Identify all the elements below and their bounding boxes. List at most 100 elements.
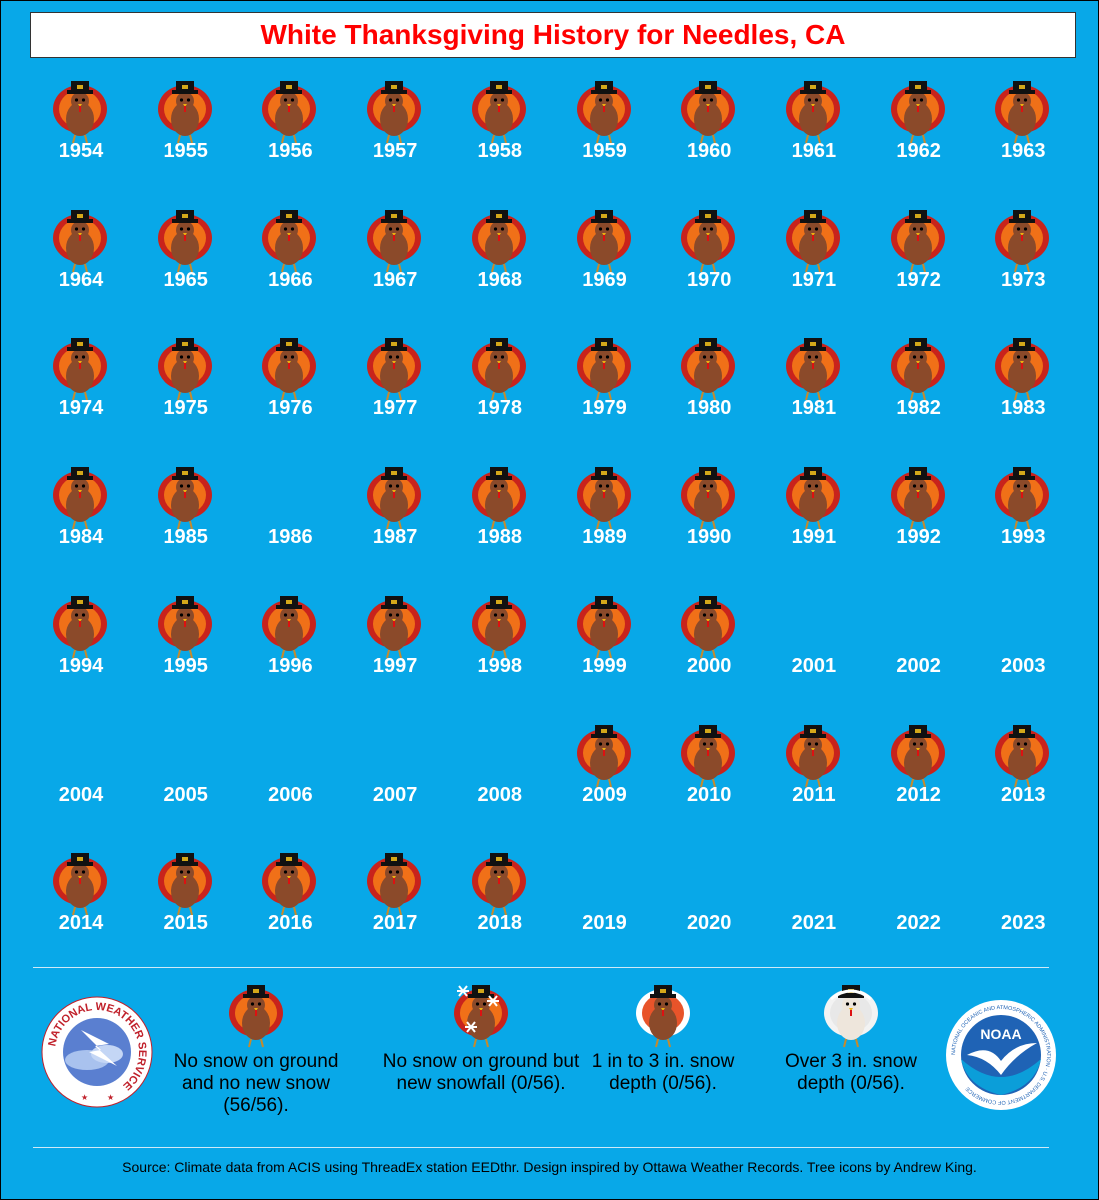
year-label: 1986 xyxy=(268,526,313,549)
legend-label: No snow on ground but new snowfall (0/56… xyxy=(382,1051,580,1094)
year-cell: 2007 xyxy=(340,719,450,839)
year-cell: 2000 xyxy=(654,590,764,710)
year-label: 1976 xyxy=(268,397,313,420)
year-cell: 1963 xyxy=(968,75,1078,195)
year-cell: 1993 xyxy=(968,461,1078,581)
year-cell: 1983 xyxy=(968,332,1078,452)
year-cell: 1994 xyxy=(26,590,136,710)
turkey-icon xyxy=(680,204,736,274)
year-label: 1959 xyxy=(582,140,627,162)
year-cell: 2015 xyxy=(131,847,241,967)
turkey-icon xyxy=(52,590,108,660)
year-cell: 1982 xyxy=(864,332,974,452)
year-cell: 2004 xyxy=(26,719,136,839)
turkey-icon xyxy=(890,719,946,789)
year-label: 1984 xyxy=(58,526,104,549)
year-label: 1987 xyxy=(372,526,418,549)
year-label: 1957 xyxy=(372,140,418,162)
year-label: 1960 xyxy=(686,140,732,162)
turkey-icon xyxy=(157,847,213,917)
legend-label: Over 3 in. snow depth (0/56). xyxy=(785,1051,917,1094)
year-label: 2014 xyxy=(58,912,104,935)
year-cell: 1985 xyxy=(131,461,241,581)
year-cell: 2010 xyxy=(654,719,764,839)
year-label: 1958 xyxy=(477,140,523,162)
turkey-icon xyxy=(471,590,527,660)
year-label: 2006 xyxy=(268,783,313,806)
year-cell: 1966 xyxy=(235,204,345,324)
year-label: 1977 xyxy=(372,397,418,420)
turkey-icon xyxy=(261,847,317,917)
turkey-icon xyxy=(471,847,527,917)
year-label: 2009 xyxy=(582,783,627,806)
year-cell: 1986 xyxy=(235,461,345,581)
year-label: 1993 xyxy=(1001,526,1046,549)
year-cell: 2005 xyxy=(131,719,241,839)
year-label: 1981 xyxy=(791,397,837,420)
turkey-icon xyxy=(366,847,422,917)
turkey-icon xyxy=(52,847,108,917)
year-label: 2000 xyxy=(686,654,732,677)
year-label: 2018 xyxy=(477,912,523,935)
year-label: 1994 xyxy=(58,654,104,677)
year-label: 1971 xyxy=(791,268,837,291)
year-label: 1997 xyxy=(372,654,418,677)
year-cell: 1955 xyxy=(131,75,241,195)
year-cell: 1984 xyxy=(26,461,136,581)
year-cell: 1956 xyxy=(235,75,345,195)
turkey-icon xyxy=(576,332,632,402)
year-label: 1980 xyxy=(686,397,732,420)
snowflake-turkey-icon xyxy=(453,979,509,1049)
year-cell: 2023 xyxy=(968,847,1078,967)
year-label: 1982 xyxy=(896,397,941,420)
snowy-turkey-icon xyxy=(635,979,691,1049)
turkey-icon xyxy=(890,461,946,531)
year-label: 1966 xyxy=(268,268,313,291)
year-cell: 1992 xyxy=(864,461,974,581)
year-cell: 2017 xyxy=(340,847,450,967)
legend-label: 1 in to 3 in. snow depth (0/56). xyxy=(591,1051,735,1094)
year-cell: 2022 xyxy=(864,847,974,967)
year-label: 1974 xyxy=(58,397,104,420)
year-label: 1963 xyxy=(1001,140,1046,162)
year-cell: 1960 xyxy=(654,75,764,195)
page-title: White Thanksgiving History for Needles, … xyxy=(260,19,846,50)
year-cell: 1974 xyxy=(26,332,136,452)
turkey-icon xyxy=(157,590,213,660)
year-cell: 1996 xyxy=(235,590,345,710)
national-weather-service-logo: NATIONAL WEATHER SERVICE ★ ★ xyxy=(41,996,153,1108)
turkey-icon xyxy=(366,461,422,531)
year-cell: 2002 xyxy=(864,590,974,710)
year-cell: 1965 xyxy=(131,204,241,324)
source-note: Source: Climate data from ACIS using Thr… xyxy=(122,1159,977,1175)
turkey-icon xyxy=(785,719,841,789)
year-cell: 1989 xyxy=(550,461,660,581)
year-label: 1961 xyxy=(791,140,837,162)
year-cell: 1959 xyxy=(550,75,660,195)
year-label: 1985 xyxy=(163,526,208,549)
turkey-icon xyxy=(785,332,841,402)
year-label: 2010 xyxy=(686,783,732,806)
year-label: 1991 xyxy=(791,526,837,549)
year-label: 2016 xyxy=(268,912,313,935)
year-cell: 1979 xyxy=(550,332,660,452)
year-label: 1970 xyxy=(686,268,732,291)
year-label: 2008 xyxy=(477,783,523,806)
year-cell: 1990 xyxy=(654,461,764,581)
divider-bottom xyxy=(33,1147,1049,1148)
year-cell: 1991 xyxy=(759,461,869,581)
year-label: 1975 xyxy=(163,397,208,420)
year-cell: 2016 xyxy=(235,847,345,967)
year-cell: 1958 xyxy=(445,75,555,195)
year-cell: 1954 xyxy=(26,75,136,195)
turkey-icon xyxy=(366,332,422,402)
year-cell: 2018 xyxy=(445,847,555,967)
turkey-icon xyxy=(890,332,946,402)
year-cell: 1957 xyxy=(340,75,450,195)
year-cell: 2021 xyxy=(759,847,869,967)
turkey-icon xyxy=(994,719,1050,789)
turkey-icon xyxy=(261,204,317,274)
turkey-icon xyxy=(785,461,841,531)
year-cell: 1971 xyxy=(759,204,869,324)
year-label: 2007 xyxy=(372,783,418,806)
